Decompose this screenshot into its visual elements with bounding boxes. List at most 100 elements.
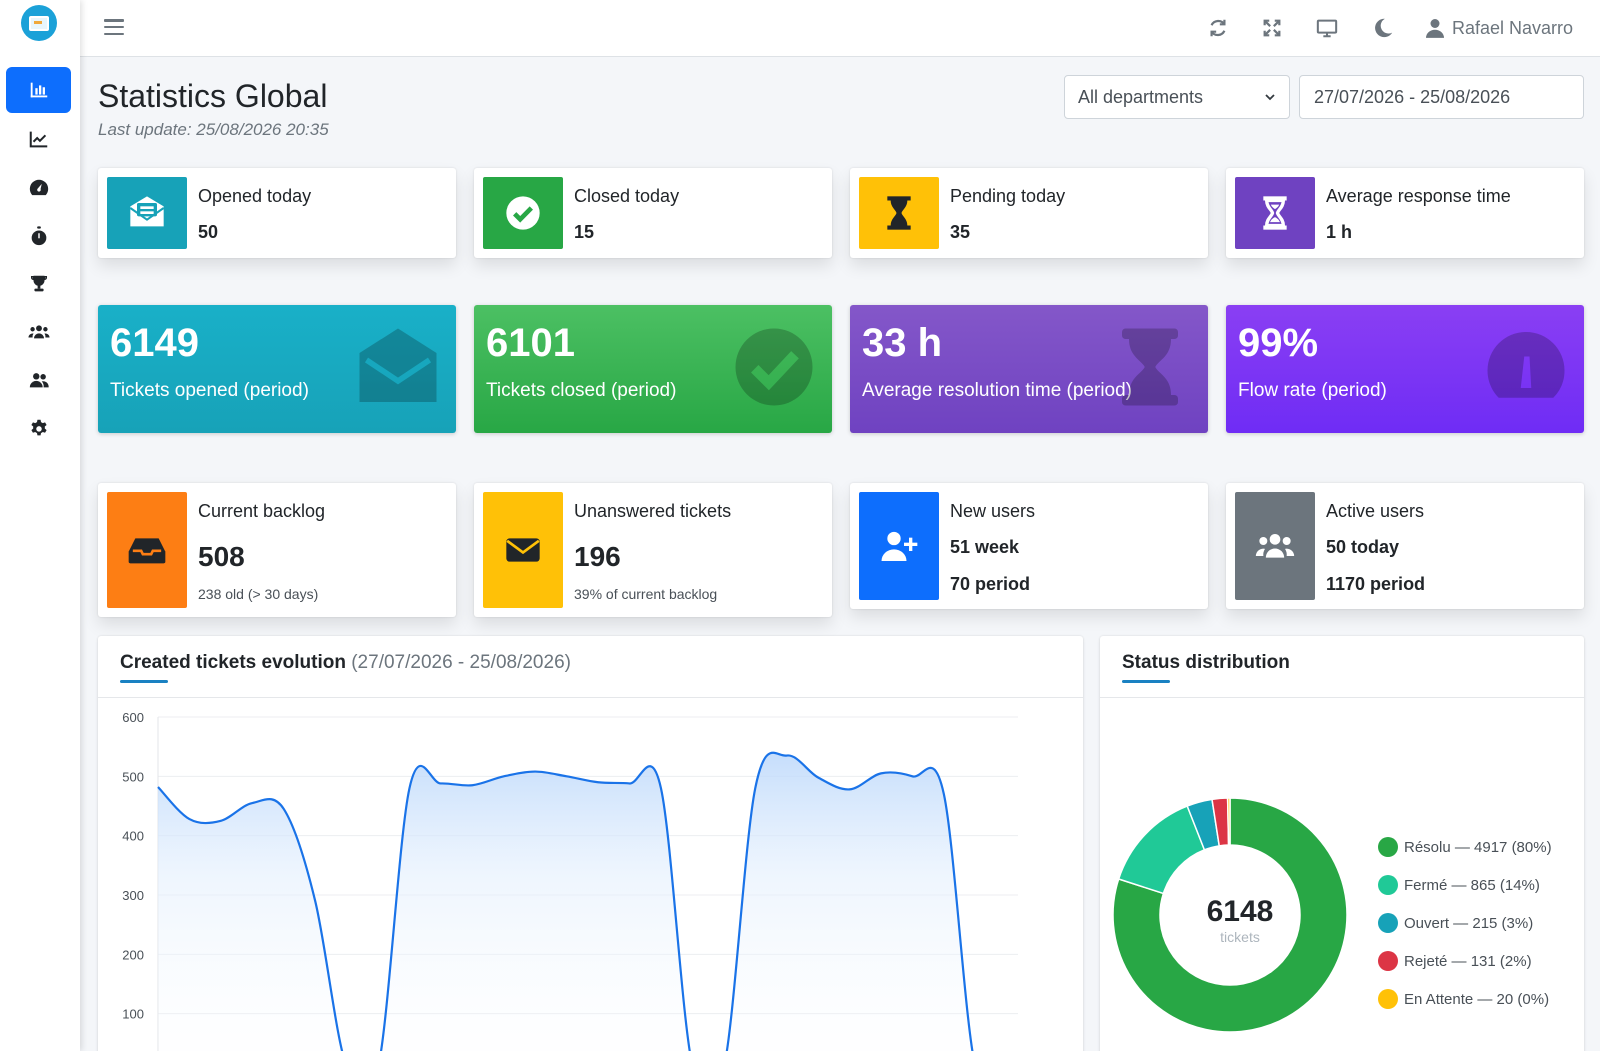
sidebar-item-teams[interactable] (6, 309, 71, 355)
sidebar-item-ranking[interactable] (6, 261, 71, 307)
donut-total-label: tickets (1220, 929, 1260, 945)
info-box-value: 1 h (1326, 222, 1353, 242)
last-update-text: Last update: 25/08/2026 20:35 (98, 120, 329, 139)
stopwatch-icon (31, 226, 46, 246)
sidebar-item-settings[interactable] (6, 405, 71, 451)
sidebar-item-trends[interactable] (6, 116, 71, 162)
users-icon (29, 373, 49, 388)
info-box-current-backlog: Current backlog 508 238 old (> 30 days) (98, 483, 456, 617)
legend-label: Rejeté — 131 (2%) (1404, 952, 1532, 970)
user-icon (1426, 19, 1444, 38)
info-box-value: 15 (574, 222, 595, 242)
monitor-icon[interactable] (1313, 14, 1341, 42)
legend-dot-icon (1378, 837, 1398, 857)
top-navbar: Rafael Navarro (80, 0, 1600, 57)
created-tickets-evolution-card: Created tickets evolution (27/07/2026 - … (98, 636, 1083, 1051)
info-box-value: 196 (574, 541, 621, 572)
small-box-tickets-opened: 6149 Tickets opened (period) (98, 305, 456, 433)
chart-area-fill (158, 752, 973, 1051)
check-circle-icon (483, 177, 563, 249)
chart-series-line (157, 751, 974, 1051)
info-box-value: 508 (198, 541, 245, 572)
user-menu[interactable]: Rafael Navarro (1426, 14, 1573, 42)
envelope-open-icon (356, 325, 440, 409)
small-box-average-resolution: 33 h Average resolution time (period) (850, 305, 1208, 433)
info-box-value: 35 (950, 222, 971, 242)
card-title: Created tickets evolution (27/07/2026 - … (120, 652, 571, 674)
legend-label: Ouvert — 215 (3%) (1404, 914, 1534, 932)
created-tickets-line-chart: 100 200 300 400 500 600 (122, 710, 1018, 1051)
small-box-flow-rate: 99% Flow rate (period) (1226, 305, 1584, 433)
info-box-period-value: 70 period (950, 574, 1031, 594)
hourglass-icon (859, 177, 939, 249)
info-box-today-value: 50 today (1326, 537, 1400, 557)
sidebar (0, 0, 80, 1051)
info-box-label: Current backlog (198, 501, 326, 521)
app-logo-icon[interactable] (21, 5, 57, 41)
legend-item[interactable]: Rejeté — 131 (2%) (1378, 951, 1532, 971)
info-box-label: Active users (1326, 501, 1425, 521)
legend-dot-icon (1378, 913, 1398, 933)
bar-chart-icon (30, 82, 47, 98)
small-box-label: Flow rate (period) (1238, 380, 1387, 401)
info-box-note: 238 old (> 30 days) (198, 586, 319, 602)
small-box-label: Tickets opened (period) (110, 380, 309, 401)
legend-label: Résolu — 4917 (80%) (1404, 838, 1552, 856)
sidebar-item-performance[interactable] (6, 165, 71, 211)
info-box-opened-today: Opened today 50 (98, 168, 456, 258)
info-box-label: Average response time (1326, 186, 1511, 206)
info-box-unanswered-tickets: Unanswered tickets 196 39% of current ba… (474, 483, 832, 617)
envelope-icon (483, 492, 563, 608)
sidebar-item-statistics[interactable] (6, 67, 71, 113)
legend-item[interactable]: Fermé — 865 (14%) (1378, 875, 1540, 895)
chevron-down-icon (1265, 94, 1275, 101)
legend-label: En Attente — 20 (0%) (1404, 990, 1550, 1008)
inbox-icon (107, 492, 187, 608)
small-box-label: Average resolution time (period) (862, 380, 1133, 401)
info-box-label: Closed today (574, 186, 680, 206)
hourglass-half-icon (1235, 177, 1315, 249)
info-box-label: Opened today (198, 186, 312, 206)
donut-slice[interactable] (1226, 797, 1231, 846)
info-box-period-value: 1170 period (1326, 574, 1426, 594)
trophy-icon (30, 275, 47, 292)
legend-item[interactable]: Résolu — 4917 (80%) (1378, 837, 1552, 857)
legend-item[interactable]: Ouvert — 215 (3%) (1378, 913, 1533, 933)
users-icon (1235, 492, 1315, 600)
legend-item[interactable]: En Attente — 20 (0%) (1378, 989, 1549, 1009)
sidebar-item-timing[interactable] (6, 213, 71, 259)
department-select[interactable]: All departments (1064, 75, 1290, 119)
info-box-new-users: New users 51 week 70 period (850, 483, 1208, 609)
envelope-open-icon (107, 177, 187, 249)
fullscreen-icon[interactable] (1258, 14, 1286, 42)
small-box-value: 99% (1238, 321, 1319, 365)
refresh-icon[interactable] (1204, 14, 1232, 42)
info-box-value: 50 (198, 222, 219, 242)
chart-y-tick-label: 600 (122, 710, 144, 725)
donut-slice[interactable] (1117, 805, 1206, 895)
info-box-pending-today: Pending today 35 (850, 168, 1208, 258)
info-box-average-response: Average response time 1 h (1226, 168, 1584, 258)
user-name: Rafael Navarro (1452, 17, 1574, 38)
hamburger-menu-icon[interactable] (104, 16, 124, 38)
status-donut-chart (1112, 797, 1348, 1033)
small-box-value: 6149 (110, 321, 199, 365)
department-select-value: All departments (1078, 86, 1204, 107)
card-title-text: Created tickets evolution (120, 652, 346, 673)
card-header: Status distribution (1100, 636, 1584, 698)
date-range-input[interactable]: 27/07/2026 - 25/08/2026 (1299, 75, 1584, 119)
card-title-underline (120, 680, 168, 683)
info-box-label: Unanswered tickets (574, 501, 732, 521)
info-box-week-value: 51 week (950, 537, 1020, 557)
gauge-icon (29, 179, 48, 196)
card-title-date-range: (27/07/2026 - 25/08/2026) (351, 652, 571, 673)
info-box-closed-today: Closed today 15 (474, 168, 832, 258)
moon-icon[interactable] (1369, 14, 1397, 42)
check-circle-icon (732, 325, 816, 409)
sidebar-item-users[interactable] (6, 357, 71, 403)
card-title-underline (1122, 680, 1170, 683)
legend-dot-icon (1378, 875, 1398, 895)
donut-slice[interactable] (1112, 797, 1348, 1033)
user-plus-icon (859, 492, 939, 600)
gear-icon (30, 419, 47, 436)
